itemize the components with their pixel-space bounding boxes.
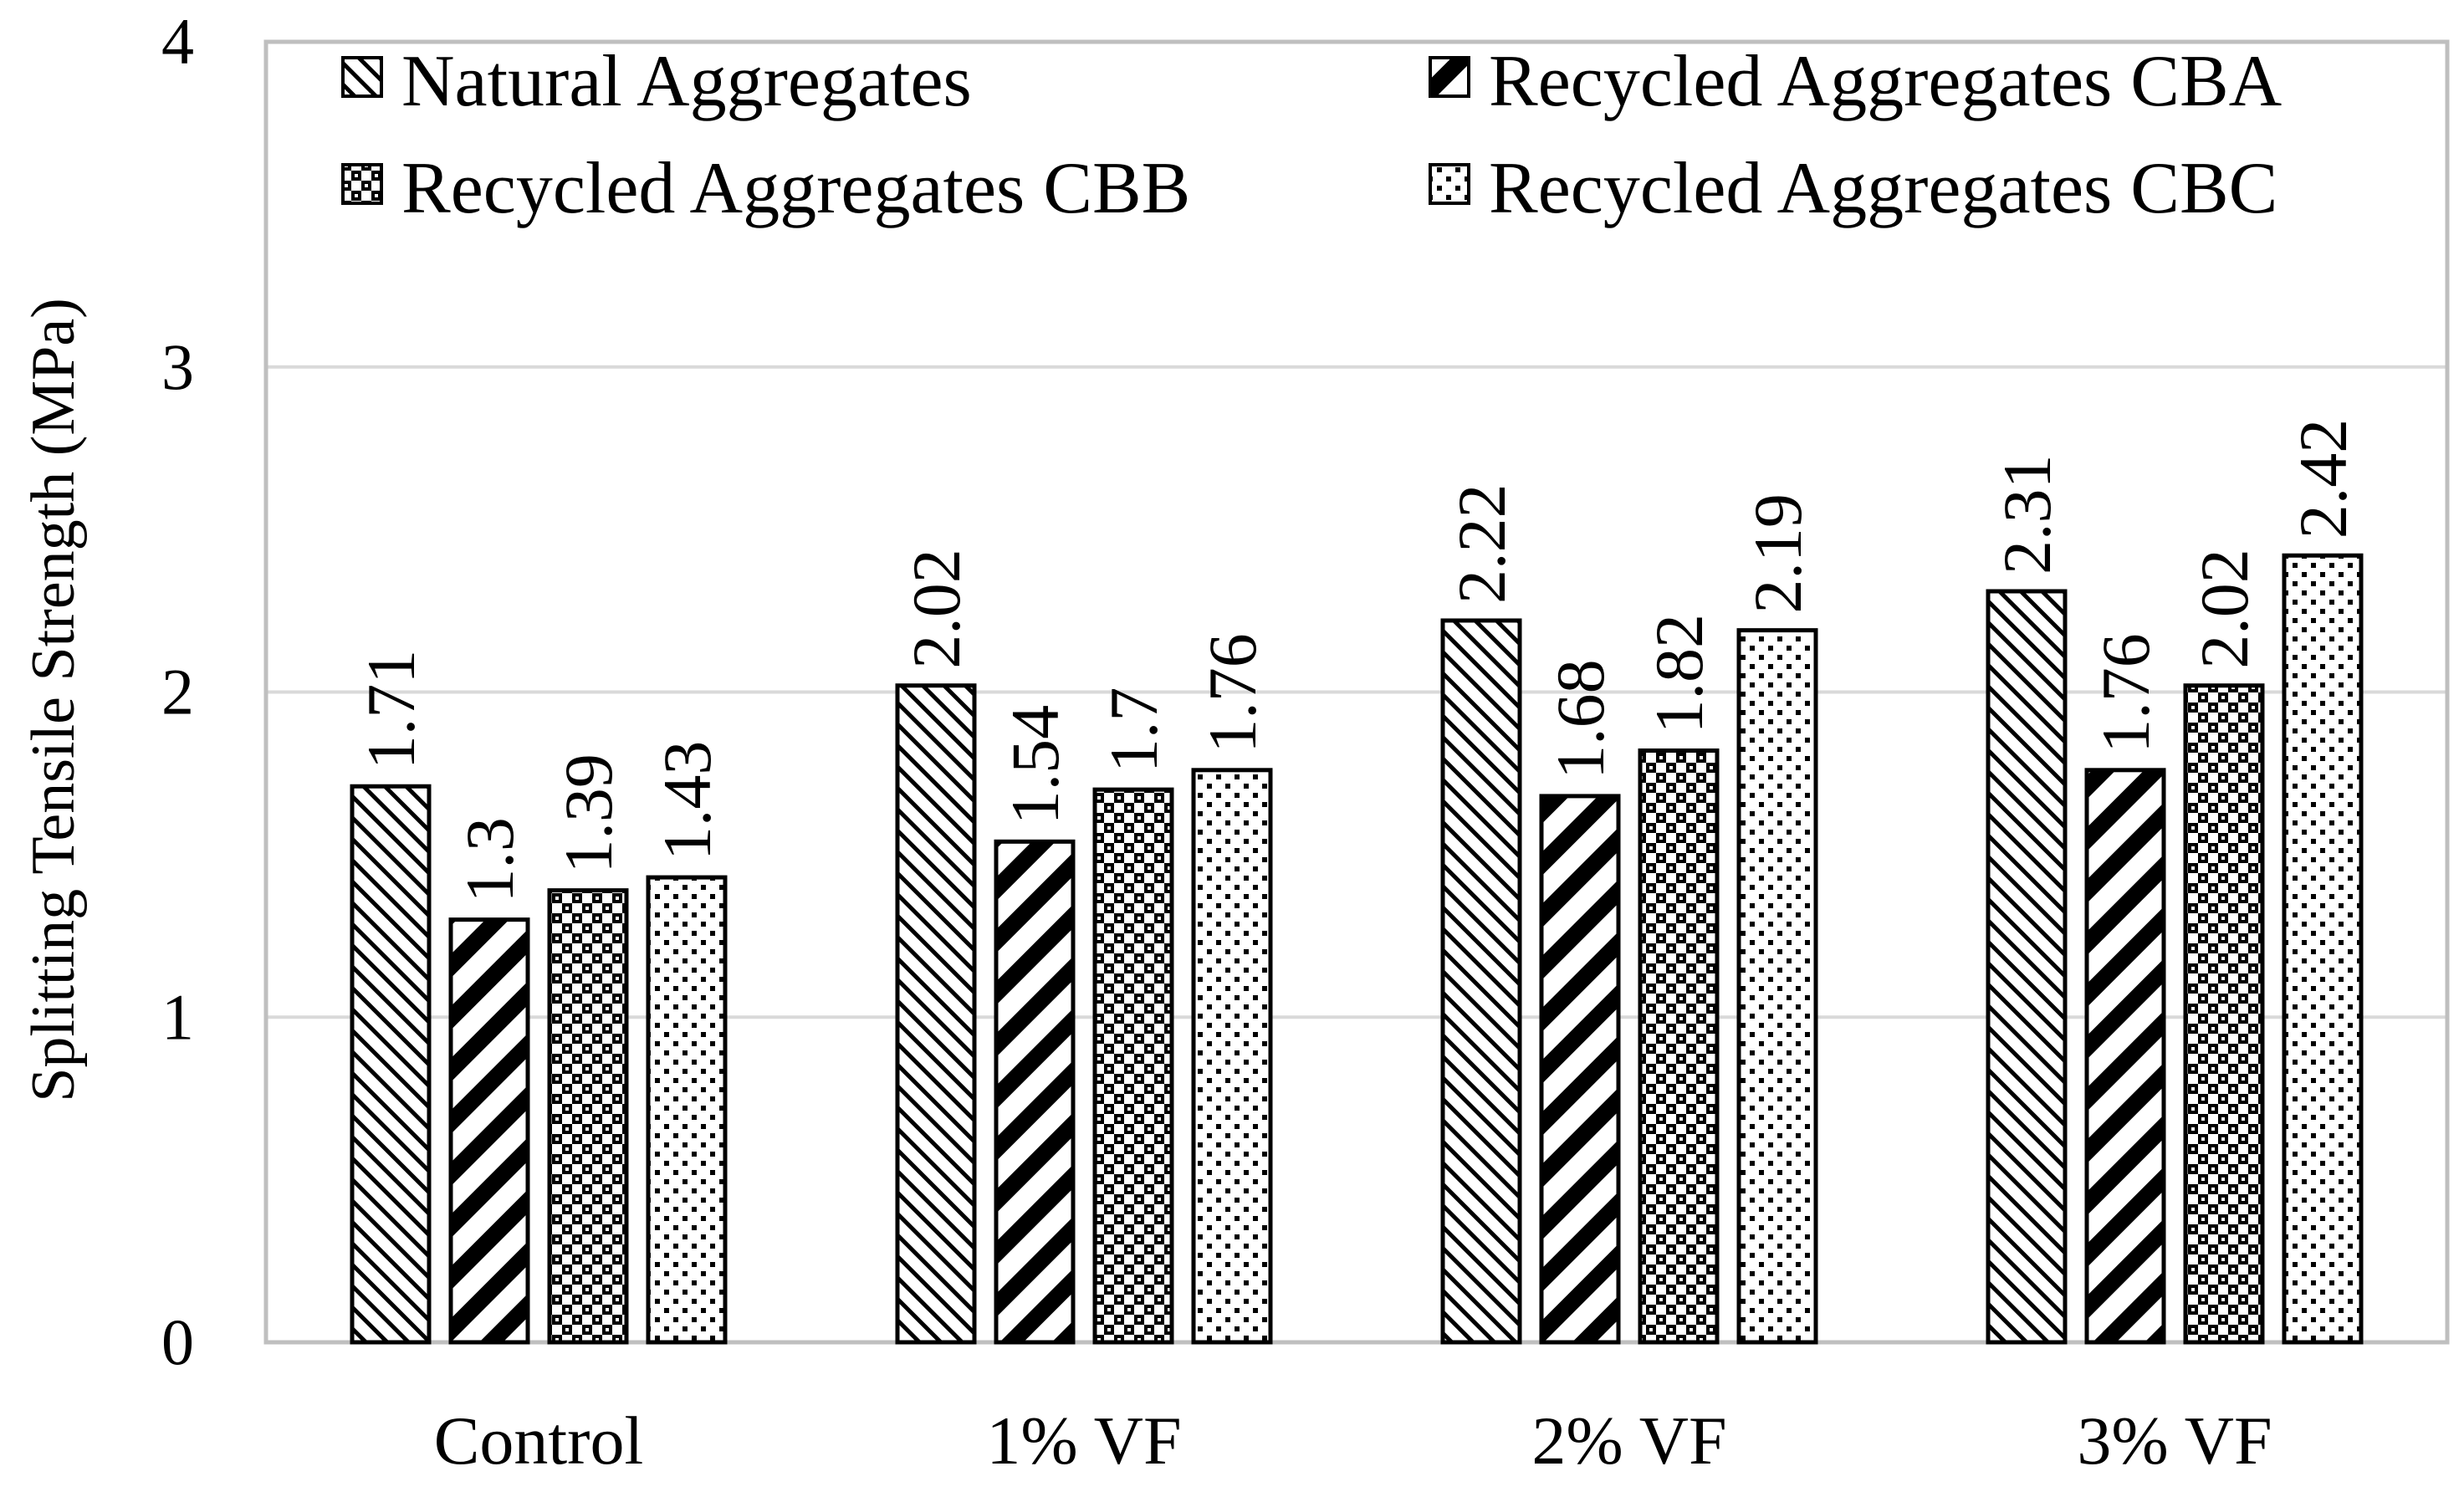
data-label: 1.54 [997, 705, 1073, 825]
legend: Natural Aggregates Recycled Aggregates CB… [341, 41, 2282, 229]
bar-1-1 [350, 784, 432, 1345]
legend-swatch [1429, 56, 1470, 98]
bar-4-3 [1736, 628, 1818, 1345]
bar-3-1 [547, 888, 629, 1345]
legend-swatch [1429, 163, 1470, 205]
legend-label: Recycled Aggregates CBA [1489, 41, 2282, 122]
x-axis-ticks: Control 1% VF 2% VF 3% VF [434, 1402, 2272, 1479]
y-axis-ticks: 0 1 2 3 4 [161, 5, 194, 1378]
x-tick-label: Control [434, 1402, 644, 1479]
bar-2-3 [1539, 794, 1621, 1345]
legend-label: Recycled Aggregates CBB [401, 148, 1190, 229]
data-label: 1.7 [1096, 687, 1172, 774]
data-label: 1.3 [452, 817, 528, 903]
bar-2-4 [2084, 768, 2166, 1345]
data-label: 2.22 [1444, 483, 1520, 604]
y-tick-label: 4 [161, 5, 194, 78]
bar-1-3 [1440, 618, 1522, 1345]
y-tick-label: 2 [161, 656, 194, 728]
data-labels: 1.71 1.3 1.39 1.43 2.02 1.54 1.7 1.76 2.22 1.68 1.… [353, 419, 2361, 903]
data-label: 1.71 [353, 650, 429, 770]
data-label: 2.42 [2285, 419, 2361, 539]
bar-2-2 [994, 839, 1076, 1345]
data-label: 2.19 [1740, 493, 1816, 614]
data-label: 1.82 [1641, 614, 1717, 734]
plot-frame [263, 39, 2450, 1345]
x-tick-label: 2% VF [1531, 1402, 1726, 1479]
bar-1-2 [895, 683, 977, 1345]
y-tick-label: 3 [161, 330, 194, 403]
bar-3-2 [1092, 787, 1174, 1345]
data-label: 1.39 [550, 754, 626, 874]
bar-4-1 [646, 875, 728, 1345]
y-tick-label: 0 [161, 1305, 194, 1378]
data-label: 1.76 [2088, 633, 2164, 754]
data-label: 2.02 [2186, 549, 2262, 669]
bar-2-1 [448, 917, 530, 1345]
y-tick-label: 1 [161, 980, 194, 1053]
bar-3-4 [2183, 683, 2265, 1345]
data-label: 1.68 [1542, 659, 1618, 779]
data-label: 1.43 [649, 741, 725, 861]
legend-label: Recycled Aggregates CBC [1489, 148, 2277, 229]
y-axis-label: Splitting Tensile Strength (MPa) [19, 298, 88, 1102]
legend-label: Natural Aggregates [401, 41, 972, 122]
legend-swatch [341, 163, 383, 205]
bar-4-4 [2282, 553, 2364, 1345]
bar-3-3 [1638, 748, 1720, 1345]
bars [350, 553, 2364, 1345]
x-tick-label: 3% VF [2077, 1402, 2272, 1479]
data-label: 1.76 [1194, 633, 1270, 754]
data-label: 2.02 [898, 549, 974, 669]
bar-4-2 [1191, 768, 1273, 1345]
data-label: 2.31 [1989, 454, 2065, 575]
bar-1-4 [1986, 589, 2068, 1345]
gridlines [263, 39, 2450, 1345]
legend-swatch [341, 56, 383, 98]
x-tick-label: 1% VF [986, 1402, 1181, 1479]
